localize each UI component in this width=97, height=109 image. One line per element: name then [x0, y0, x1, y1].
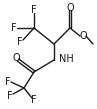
Text: F: F	[5, 77, 11, 87]
Text: F: F	[17, 37, 23, 47]
Text: O: O	[79, 31, 87, 41]
Text: F: F	[7, 91, 13, 101]
Text: F: F	[31, 5, 37, 15]
Text: NH: NH	[59, 54, 74, 64]
Text: F: F	[11, 23, 17, 33]
Text: O: O	[66, 3, 74, 13]
Text: O: O	[12, 53, 20, 63]
Text: F: F	[31, 95, 37, 105]
